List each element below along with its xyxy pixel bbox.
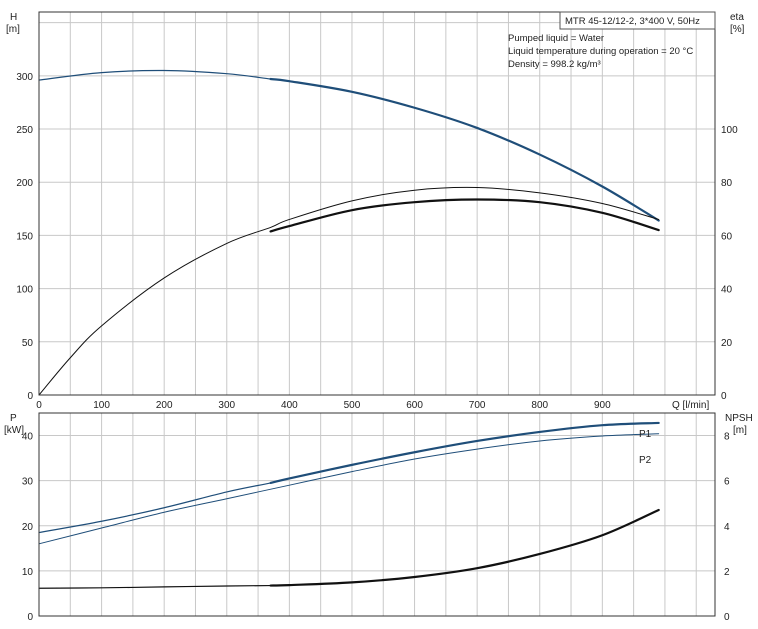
power-tick-label: 10	[22, 567, 34, 578]
head-curve	[38, 69, 660, 222]
power-tick-label: 0	[27, 612, 33, 623]
efficiency-curve	[38, 186, 660, 396]
head-tick-label: 100	[16, 285, 33, 296]
grid-layer	[39, 12, 715, 616]
head-tick-label: 200	[16, 178, 33, 189]
x-tick-label: 200	[156, 400, 173, 411]
power-tick-label: 30	[22, 477, 34, 488]
x-tick-label: 0	[36, 400, 42, 411]
head-tick-label: 250	[16, 125, 33, 136]
eta-tick-label: 80	[721, 178, 733, 189]
x-tick-label: 500	[344, 400, 361, 411]
eta-axis-title: eta	[730, 12, 744, 23]
liquid-temperature-label: Liquid temperature during operation = 20…	[508, 46, 693, 57]
pumped-liquid-label: Pumped liquid = Water	[508, 33, 604, 44]
frame-layer	[38, 11, 716, 617]
npsh-axis-unit: [m]	[733, 425, 747, 436]
npsh-tick-label: 8	[724, 432, 730, 443]
x-tick-label: 300	[218, 400, 235, 411]
text-layer: 0 100 200 300 400 500 600 700 800 900050100150200…	[16, 72, 738, 623]
x-tick-label: 600	[406, 400, 423, 411]
eta-axis-unit: [%]	[730, 24, 745, 35]
npsh-curve	[38, 509, 660, 589]
npsh-tick-label: 4	[724, 522, 730, 533]
npsh-tick-label: 2	[724, 567, 730, 578]
eta-tick-label: 100	[721, 125, 738, 136]
p2-curve-label: P2	[639, 455, 652, 466]
npsh-tick-label: 0	[724, 612, 730, 623]
head-axis-title: H	[10, 12, 17, 23]
x-tick-label: 100	[93, 400, 110, 411]
head-tick-label: 50	[22, 338, 34, 349]
info-box: MTR 45-12/12-2, 3*400 V, 50Hz Pumped liq…	[508, 11, 716, 70]
efficiency-curve-duty	[269, 198, 660, 233]
eta-tick-label: 0	[721, 391, 727, 402]
info-box-border	[559, 11, 716, 30]
power-axis-unit: [kW]	[4, 425, 24, 436]
head-tick-label: 0	[27, 391, 33, 402]
p1-power-curve-duty-range	[269, 421, 660, 485]
curve-layer	[38, 69, 660, 589]
head-tick-label: 150	[16, 231, 33, 242]
density-label: Density = 998.2 kg/m³	[508, 59, 601, 70]
x-tick-label: 400	[281, 400, 298, 411]
p2-power-curve	[38, 433, 660, 545]
p1-power-curve	[38, 422, 660, 534]
head-axis-unit: [m]	[6, 24, 20, 35]
x-tick-label: 700	[469, 400, 486, 411]
power-axis-title: P	[10, 413, 17, 424]
npsh-axis-title: NPSH	[725, 413, 753, 424]
head-curve-duty-range	[269, 77, 660, 222]
npsh-curve-duty-range	[269, 508, 660, 587]
p1-curve-label: P1	[639, 429, 652, 440]
power-tick-label: 20	[22, 522, 34, 533]
x-tick-label: 900	[594, 400, 611, 411]
x-tick-label: 800	[531, 400, 548, 411]
npsh-tick-label: 6	[724, 477, 730, 488]
head-tick-label: 300	[16, 72, 33, 83]
bottom-plot-frame	[38, 412, 716, 617]
eta-tick-label: 40	[721, 285, 733, 296]
power-tick-label: 40	[22, 432, 34, 443]
eta-tick-label: 60	[721, 231, 733, 242]
eta-tick-label: 20	[721, 338, 733, 349]
top-plot-frame	[38, 11, 716, 396]
flow-axis-title: Q [l/min]	[672, 400, 709, 411]
pump-model-label: MTR 45-12/12-2, 3*400 V, 50Hz	[565, 16, 700, 27]
